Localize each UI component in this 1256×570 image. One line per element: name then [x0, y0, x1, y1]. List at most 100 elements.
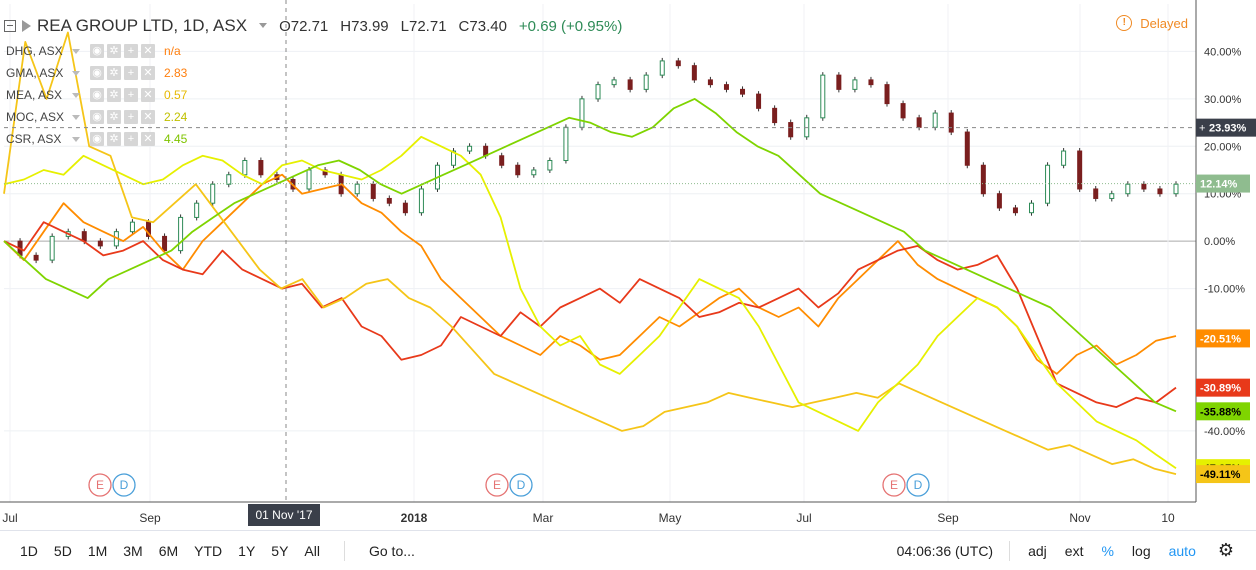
chevron-down-icon[interactable] [259, 22, 268, 28]
range-1d-button[interactable]: 1D [20, 542, 38, 559]
y-tick-label: 20.00% [1204, 141, 1242, 153]
eye-icon[interactable]: ◉ [90, 88, 104, 102]
gear-icon[interactable]: ✲ [107, 66, 121, 80]
range-6m-button[interactable]: 6M [158, 542, 179, 559]
collapse-icon[interactable] [4, 20, 16, 32]
candle-body [579, 98, 585, 128]
price-badge-label: 12.14% [1200, 179, 1238, 191]
legend-item-moc[interactable]: MOC, ASX ◉ ✲ + ✕ 2.24 [6, 106, 187, 128]
candle-body [916, 117, 922, 128]
ext-toggle[interactable]: ext [1064, 542, 1084, 559]
auto-toggle[interactable]: auto [1168, 542, 1196, 559]
percent-toggle[interactable]: % [1101, 542, 1114, 559]
dividend-marker [906, 473, 930, 497]
legend-name: MEA, ASX [6, 88, 63, 102]
range-3m-button[interactable]: 3M [123, 542, 143, 559]
eye-icon[interactable]: ◉ [90, 44, 104, 58]
price-badge [1196, 465, 1250, 484]
plus-icon[interactable]: + [124, 66, 138, 80]
delayed-indicator[interactable]: ! Delayed [1116, 15, 1188, 31]
gear-icon[interactable]: ✲ [107, 110, 121, 124]
candle-body [402, 202, 408, 214]
candle-body [162, 235, 168, 252]
earnings-marker [882, 473, 906, 497]
candle-body [932, 112, 938, 128]
range-5y-button[interactable]: 5Y [271, 542, 289, 559]
range-1m-button[interactable]: 1M [87, 542, 108, 559]
range-5d-button[interactable]: 5D [53, 542, 72, 559]
clock-display[interactable]: 04:06:36 (UTC) [896, 542, 994, 559]
price-badge-label: -30.89% [1200, 383, 1241, 395]
gear-icon[interactable]: ✲ [107, 44, 121, 58]
candle-body [1141, 183, 1147, 190]
close-icon[interactable]: ✕ [141, 110, 155, 124]
close-icon[interactable]: ✕ [141, 132, 155, 146]
x-tick-label: Nov [1069, 511, 1090, 525]
close-icon[interactable]: ✕ [141, 88, 155, 102]
plus-icon[interactable]: + [124, 44, 138, 58]
candle-body [258, 160, 264, 176]
legend-item-gma[interactable]: GMA, ASX ◉ ✲ + ✕ 2.83 [6, 62, 187, 84]
chevron-down-icon[interactable] [72, 48, 80, 54]
candle-body [547, 160, 553, 171]
dividend-label: D [517, 478, 526, 492]
range-all-button[interactable]: All [304, 542, 320, 559]
earnings-label: E [890, 478, 898, 492]
dividend-label: D [914, 478, 923, 492]
candle-body [386, 197, 392, 204]
series-line [3, 135, 1177, 469]
crosshair-value-label: 23.93% [1209, 123, 1247, 135]
candle-body [772, 107, 778, 124]
eye-icon[interactable]: ◉ [90, 66, 104, 80]
plus-icon: + [1199, 123, 1205, 135]
close-icon[interactable]: ✕ [141, 44, 155, 58]
plus-icon[interactable]: + [124, 110, 138, 124]
eye-icon[interactable]: ◉ [90, 110, 104, 124]
candle-body [1173, 183, 1179, 195]
symbol-title[interactable]: REA GROUP LTD, 1D, ASX [37, 16, 248, 35]
warning-icon: ! [1116, 15, 1133, 31]
y-tick-label: 0.00% [1204, 236, 1235, 248]
candle-body [515, 164, 521, 176]
candle-body [418, 188, 424, 214]
goto-button[interactable]: Go to... [368, 542, 415, 559]
candle-body [306, 169, 312, 190]
plus-icon[interactable]: + [124, 88, 138, 102]
legend-item-dhg[interactable]: DHG, ASX ◉ ✲ + ✕ n/a [6, 40, 187, 62]
candle-body [948, 112, 954, 133]
x-tick-label: 10 [1161, 511, 1175, 525]
gear-icon[interactable]: ⚙ [1217, 540, 1234, 560]
chevron-down-icon[interactable] [72, 114, 80, 120]
gear-icon[interactable]: ✲ [107, 88, 121, 102]
candle-body [707, 79, 713, 86]
candle-body [900, 103, 906, 119]
legend-item-mea[interactable]: MEA, ASX ◉ ✲ + ✕ 0.57 [6, 84, 187, 106]
candle-body [756, 93, 762, 109]
earnings-marker [88, 473, 112, 497]
comparison-legend: DHG, ASX ◉ ✲ + ✕ n/a GMA, ASX ◉ ✲ + ✕ 2.… [6, 40, 187, 150]
candle-body [788, 122, 794, 138]
y-tick-label: -10.00% [1204, 284, 1245, 296]
chevron-down-icon[interactable] [72, 70, 80, 76]
chevron-down-icon[interactable] [72, 92, 80, 98]
dividend-marker [112, 473, 136, 497]
flag-icon [22, 20, 31, 32]
candle-body [740, 88, 746, 95]
plus-icon[interactable]: + [124, 132, 138, 146]
close-icon[interactable]: ✕ [141, 66, 155, 80]
legend-item-csr[interactable]: CSR, ASX ◉ ✲ + ✕ 4.45 [6, 128, 187, 150]
eye-icon[interactable]: ◉ [90, 132, 104, 146]
range-1y-button[interactable]: 1Y [238, 542, 256, 559]
x-tick-label: May [659, 511, 682, 525]
price-badge [1196, 402, 1250, 421]
range-ytd-button[interactable]: YTD [194, 542, 223, 559]
candle-body [33, 254, 39, 261]
candle-body [852, 79, 858, 90]
legend-name: MOC, ASX [6, 110, 65, 124]
adj-toggle[interactable]: adj [1028, 542, 1047, 559]
log-toggle[interactable]: log [1131, 542, 1151, 559]
chevron-down-icon[interactable] [72, 136, 80, 142]
price-badge [1196, 174, 1250, 193]
gear-icon[interactable]: ✲ [107, 132, 121, 146]
